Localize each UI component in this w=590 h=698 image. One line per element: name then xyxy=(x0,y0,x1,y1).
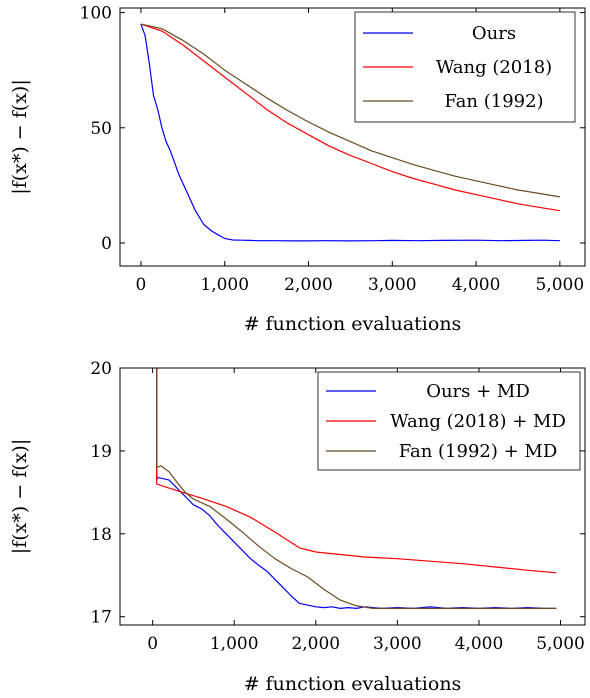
x-tick-label: 5,000 xyxy=(536,275,585,295)
series-line-3 xyxy=(156,368,557,610)
y-tick-label: 18 xyxy=(90,525,112,545)
y-tick-label: 17 xyxy=(90,608,112,628)
y-tick-label: 100 xyxy=(80,4,112,24)
x-tick-label: 1,000 xyxy=(200,275,249,295)
legend-label-2: Wang (2018) + MD xyxy=(390,411,566,432)
y-tick-label: 20 xyxy=(90,359,112,379)
x-tick-label: 5,000 xyxy=(536,634,585,654)
series-line-2 xyxy=(140,23,560,212)
x-axis-label: # function evaluations xyxy=(244,673,462,695)
x-tick-label: 1,000 xyxy=(210,634,259,654)
legend: Ours + MD Wang (2018) + MD Fan (1992) + MD xyxy=(317,371,581,471)
series-group xyxy=(140,23,560,242)
x-tick-label: 4,000 xyxy=(452,275,501,295)
x-tick-label: 3,000 xyxy=(368,275,417,295)
x-tick-label: 0 xyxy=(136,275,147,295)
legend: Ours Wang (2018) Fan (1992) xyxy=(354,11,576,123)
series-line-3 xyxy=(140,23,560,198)
y-axis-label: |f(x*) − f(x)| xyxy=(9,79,31,194)
y-tick-label: 50 xyxy=(90,119,112,139)
x-tick-label: 2,000 xyxy=(291,634,340,654)
series-line-2 xyxy=(156,368,557,574)
x-tick-label: 3,000 xyxy=(373,634,422,654)
y-axis-label: |f(x*) − f(x)| xyxy=(9,439,31,554)
legend-label-1: Ours + MD xyxy=(426,381,530,402)
series-line-1 xyxy=(140,23,560,242)
x-tick-label: 0 xyxy=(147,634,158,654)
legend-label-3: Fan (1992) xyxy=(444,91,543,112)
legend-label-3: Fan (1992) + MD xyxy=(399,441,558,462)
y-tick-label: 0 xyxy=(101,234,112,254)
x-tick-label: 4,000 xyxy=(455,634,504,654)
y-tick-label: 19 xyxy=(90,442,112,462)
x-axis-label: # function evaluations xyxy=(244,313,462,335)
chart-panel-2: 0 1,000 2,000 3,000 4,000 5,000 17 18 19 20 # func… xyxy=(9,359,586,695)
chart-panel-1: 0 1,000 2,000 3,000 4,000 5,000 0 50 100 # functi… xyxy=(9,4,586,335)
plot-frame xyxy=(119,367,586,626)
x-tick-label: 2,000 xyxy=(284,275,333,295)
legend-label-1: Ours xyxy=(472,23,516,44)
plot-frame xyxy=(119,7,586,267)
legend-label-2: Wang (2018) xyxy=(436,57,552,78)
series-group xyxy=(156,368,557,610)
